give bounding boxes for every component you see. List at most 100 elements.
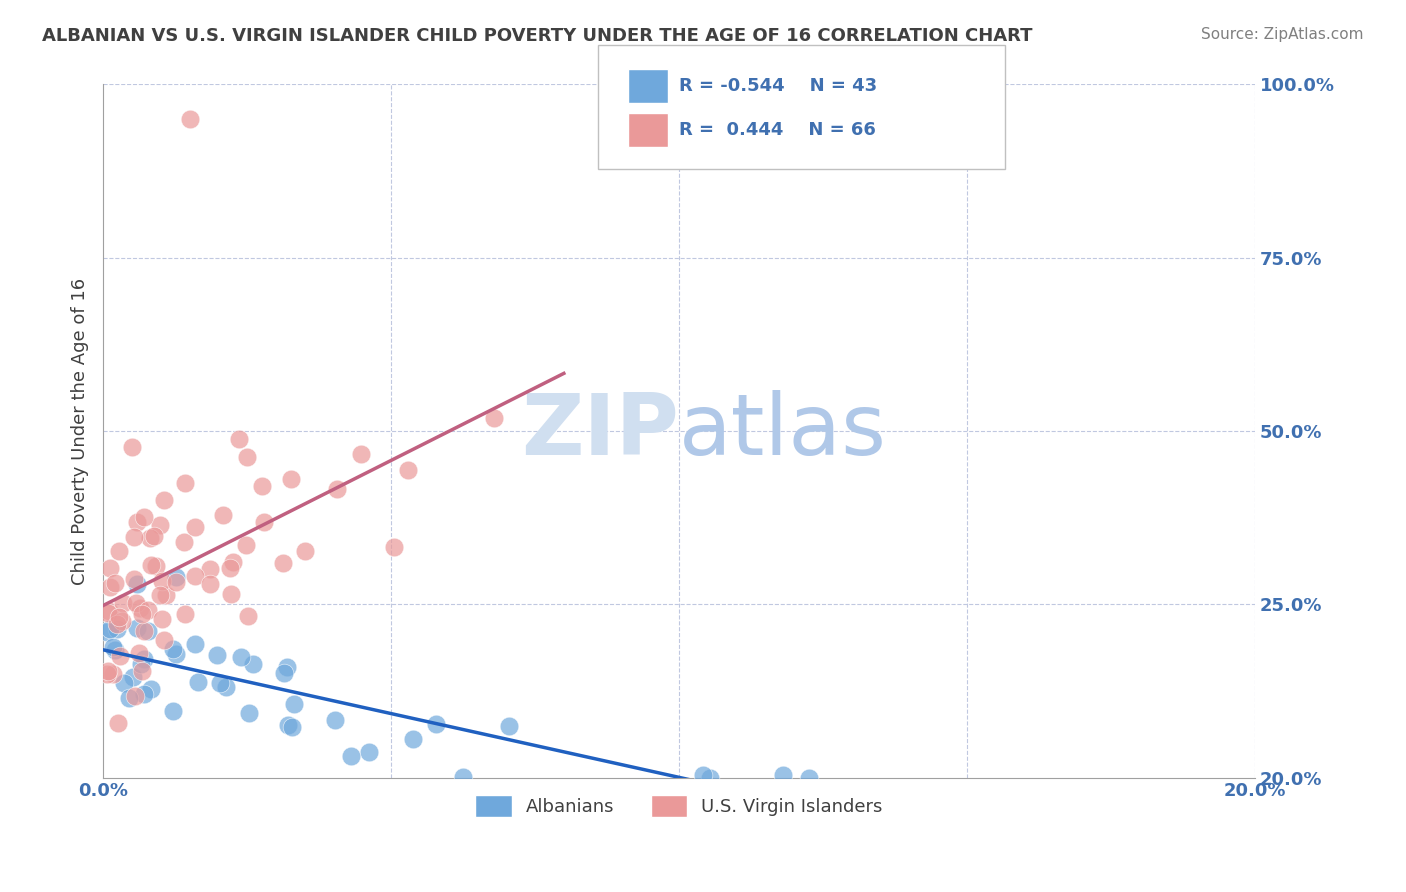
U.S. Virgin Islanders xyxy=(155,588,177,602)
U.S. Virgin Islanders xyxy=(198,561,221,575)
Albanians xyxy=(238,706,260,720)
U.S. Virgin Islanders xyxy=(149,517,172,532)
Text: Source: ZipAtlas.com: Source: ZipAtlas.com xyxy=(1201,27,1364,42)
U.S. Virgin Islanders xyxy=(280,472,302,486)
U.S. Virgin Islanders xyxy=(382,540,405,554)
Albanians xyxy=(283,698,305,712)
U.S. Virgin Islanders xyxy=(150,611,173,625)
Albanians xyxy=(184,637,207,651)
Albanians xyxy=(451,770,474,784)
U.S. Virgin Islanders xyxy=(125,597,148,611)
U.S. Virgin Islanders xyxy=(134,509,156,524)
U.S. Virgin Islanders xyxy=(145,558,167,573)
Albanians xyxy=(242,657,264,672)
Albanians xyxy=(127,577,149,591)
Albanians xyxy=(692,768,714,782)
U.S. Virgin Islanders xyxy=(122,530,145,544)
Albanians xyxy=(276,660,298,674)
U.S. Virgin Islanders xyxy=(153,633,176,648)
U.S. Virgin Islanders xyxy=(142,529,165,543)
U.S. Virgin Islanders xyxy=(108,610,131,624)
Text: R = -0.544    N = 43: R = -0.544 N = 43 xyxy=(679,77,877,95)
Albanians xyxy=(132,687,155,701)
Albanians xyxy=(699,771,721,785)
U.S. Virgin Islanders xyxy=(132,624,155,638)
Albanians xyxy=(340,749,363,764)
Albanians xyxy=(209,675,232,690)
U.S. Virgin Islanders xyxy=(271,557,294,571)
U.S. Virgin Islanders xyxy=(150,574,173,589)
U.S. Virgin Islanders xyxy=(124,689,146,703)
Albanians xyxy=(105,622,128,636)
U.S. Virgin Islanders xyxy=(484,411,506,425)
U.S. Virgin Islanders xyxy=(136,602,159,616)
U.S. Virgin Islanders xyxy=(149,589,172,603)
U.S. Virgin Islanders xyxy=(238,608,260,623)
U.S. Virgin Islanders xyxy=(110,648,132,663)
U.S. Virgin Islanders xyxy=(98,580,121,594)
Albanians xyxy=(101,640,124,654)
U.S. Virgin Islanders xyxy=(236,450,259,464)
U.S. Virgin Islanders xyxy=(107,616,129,631)
Albanians xyxy=(325,713,347,727)
Albanians xyxy=(96,625,118,640)
Albanians xyxy=(280,720,302,734)
U.S. Virgin Islanders xyxy=(111,614,134,628)
U.S. Virgin Islanders xyxy=(173,535,195,549)
Albanians xyxy=(162,705,184,719)
Albanians xyxy=(127,621,149,635)
Albanians xyxy=(498,719,520,733)
Albanians xyxy=(122,670,145,684)
Albanians xyxy=(799,771,821,785)
U.S. Virgin Islanders xyxy=(97,664,120,678)
U.S. Virgin Islanders xyxy=(396,463,419,477)
Y-axis label: Child Poverty Under the Age of 16: Child Poverty Under the Age of 16 xyxy=(72,277,89,584)
U.S. Virgin Islanders xyxy=(128,601,150,615)
U.S. Virgin Islanders xyxy=(96,667,118,681)
Albanians xyxy=(772,768,794,782)
U.S. Virgin Islanders xyxy=(235,537,257,551)
U.S. Virgin Islanders xyxy=(325,483,347,497)
Text: R =  0.444    N = 66: R = 0.444 N = 66 xyxy=(679,121,876,139)
U.S. Virgin Islanders xyxy=(121,440,143,454)
Albanians xyxy=(129,657,152,671)
U.S. Virgin Islanders xyxy=(98,604,121,618)
Albanians xyxy=(425,716,447,731)
Albanians xyxy=(141,681,163,696)
Albanians xyxy=(118,691,141,706)
Legend: Albanians, U.S. Virgin Islanders: Albanians, U.S. Virgin Islanders xyxy=(468,788,890,824)
U.S. Virgin Islanders xyxy=(219,561,242,575)
U.S. Virgin Islanders xyxy=(184,568,207,582)
U.S. Virgin Islanders xyxy=(107,544,129,558)
Albanians xyxy=(98,623,121,637)
U.S. Virgin Islanders xyxy=(104,576,127,591)
Albanians xyxy=(104,642,127,657)
U.S. Virgin Islanders xyxy=(139,558,162,573)
Albanians xyxy=(402,731,425,746)
U.S. Virgin Islanders xyxy=(131,607,153,621)
Text: ALBANIAN VS U.S. VIRGIN ISLANDER CHILD POVERTY UNDER THE AGE OF 16 CORRELATION C: ALBANIAN VS U.S. VIRGIN ISLANDER CHILD P… xyxy=(42,27,1032,45)
Albanians xyxy=(162,641,184,656)
Albanians xyxy=(215,680,238,694)
Albanians xyxy=(112,676,135,690)
U.S. Virgin Islanders xyxy=(174,607,197,621)
U.S. Virgin Islanders xyxy=(112,596,135,610)
Text: atlas: atlas xyxy=(679,390,887,473)
Albanians xyxy=(277,718,299,732)
U.S. Virgin Islanders xyxy=(107,716,129,731)
U.S. Virgin Islanders xyxy=(173,476,195,491)
Albanians xyxy=(187,674,209,689)
U.S. Virgin Islanders xyxy=(98,561,121,575)
Text: ZIP: ZIP xyxy=(522,390,679,473)
U.S. Virgin Islanders xyxy=(253,516,276,530)
U.S. Virgin Islanders xyxy=(184,520,207,534)
U.S. Virgin Islanders xyxy=(211,508,233,523)
Albanians xyxy=(136,624,159,638)
U.S. Virgin Islanders xyxy=(221,587,243,601)
Albanians xyxy=(132,652,155,666)
Albanians xyxy=(229,650,252,665)
Albanians xyxy=(357,745,380,759)
U.S. Virgin Islanders xyxy=(165,574,187,589)
U.S. Virgin Islanders xyxy=(179,112,201,127)
U.S. Virgin Islanders xyxy=(139,531,162,545)
